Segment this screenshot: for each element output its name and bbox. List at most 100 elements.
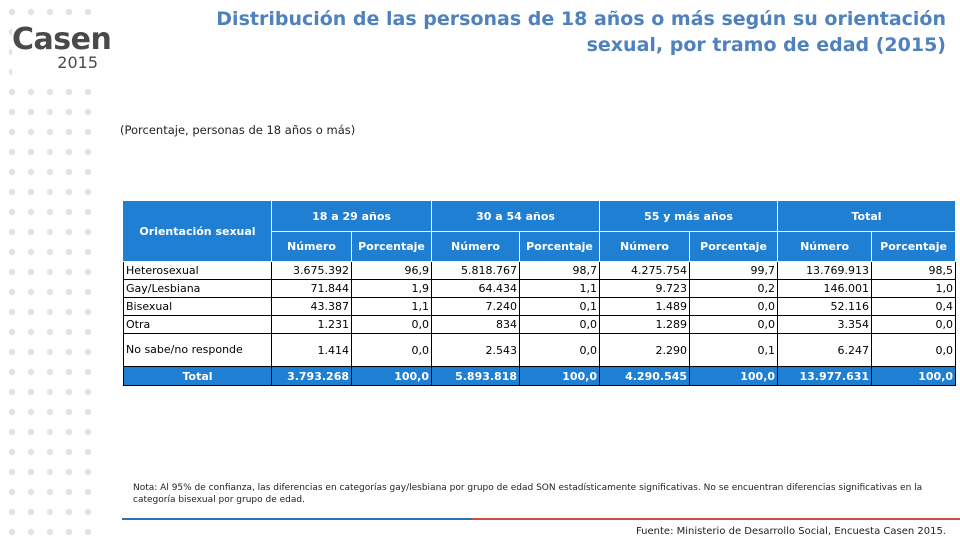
decor-dot bbox=[84, 148, 92, 156]
decor-dot bbox=[8, 308, 16, 316]
row-label: Bisexual bbox=[123, 297, 272, 316]
decor-dot bbox=[8, 348, 16, 356]
row-label: Gay/Lesbiana bbox=[123, 279, 272, 298]
table-cell: 98,5 bbox=[871, 261, 957, 280]
decor-dot bbox=[27, 468, 35, 476]
decor-dot bbox=[65, 8, 73, 16]
decor-dot bbox=[27, 8, 35, 16]
table-cell: 1,9 bbox=[350, 279, 433, 298]
total-cell: 13.977.631 bbox=[777, 366, 873, 386]
total-cell: 100,0 bbox=[871, 366, 957, 386]
subheader-numero: Número bbox=[431, 231, 521, 262]
group-header: Total bbox=[777, 200, 957, 232]
decor-dot bbox=[65, 468, 73, 476]
decor-dot bbox=[46, 348, 54, 356]
decor-dot bbox=[27, 368, 35, 376]
table-cell: 5.818.767 bbox=[431, 261, 521, 280]
row-header-orientation: Orientación sexual bbox=[123, 200, 272, 262]
decor-dot bbox=[46, 268, 54, 276]
total-cell: 100,0 bbox=[519, 366, 601, 386]
table-cell: 0,0 bbox=[350, 315, 433, 334]
decor-dot bbox=[8, 128, 16, 136]
table-total-row: Total 3.793.268 100,0 5.893.818 100,0 4.… bbox=[123, 366, 957, 386]
decor-dot bbox=[84, 448, 92, 456]
decor-dot bbox=[27, 328, 35, 336]
page-title: Distribución de las personas de 18 años … bbox=[216, 8, 946, 56]
decor-dot bbox=[46, 288, 54, 296]
table-cell: 2.290 bbox=[599, 333, 691, 367]
row-label: Heterosexual bbox=[123, 261, 272, 280]
decor-dot bbox=[8, 88, 16, 96]
table-cell: 6.247 bbox=[777, 333, 873, 367]
table-row: Gay/Lesbiana 71.844 1,9 64.434 1,1 9.723… bbox=[123, 279, 957, 298]
table-cell: 98,7 bbox=[519, 261, 601, 280]
decor-dot bbox=[8, 408, 16, 416]
group-header: 18 a 29 años bbox=[270, 200, 433, 232]
table-cell: 7.240 bbox=[431, 297, 521, 316]
subheader-porcentaje: Porcentaje bbox=[350, 231, 433, 262]
decor-dot bbox=[65, 308, 73, 316]
decor-dot bbox=[8, 288, 16, 296]
table-cell: 0,0 bbox=[689, 315, 779, 334]
decor-dot bbox=[65, 128, 73, 136]
table-cell: 0,1 bbox=[519, 297, 601, 316]
row-label: No sabe/no responde bbox=[123, 333, 272, 367]
decor-dot bbox=[84, 528, 92, 536]
decor-dot bbox=[46, 328, 54, 336]
decor-dot bbox=[27, 508, 35, 516]
decor-dot bbox=[8, 368, 16, 376]
decor-dot bbox=[84, 368, 92, 376]
decor-dot bbox=[65, 448, 73, 456]
subheader-porcentaje: Porcentaje bbox=[519, 231, 601, 262]
table-cell: 1,0 bbox=[871, 279, 957, 298]
decor-dot bbox=[8, 508, 16, 516]
decor-dot bbox=[27, 448, 35, 456]
decor-dot bbox=[8, 428, 16, 436]
decor-dot bbox=[46, 488, 54, 496]
total-cell: 5.893.818 bbox=[431, 366, 521, 386]
decor-dot bbox=[8, 108, 16, 116]
decor-dot bbox=[84, 468, 92, 476]
table-row: Bisexual 43.387 1,1 7.240 0,1 1.489 0,0 … bbox=[123, 297, 957, 316]
decor-dot bbox=[65, 108, 73, 116]
total-label: Total bbox=[123, 366, 272, 386]
table-cell: 1.414 bbox=[271, 333, 352, 367]
logo-year: 2015 bbox=[57, 53, 98, 72]
decor-dot bbox=[65, 88, 73, 96]
table-cell: 64.434 bbox=[431, 279, 521, 298]
logo-name: Casen bbox=[12, 22, 112, 57]
decor-dot bbox=[46, 128, 54, 136]
decor-dot bbox=[8, 168, 16, 176]
table-cell: 0,2 bbox=[689, 279, 779, 298]
total-cell: 3.793.268 bbox=[271, 366, 352, 386]
group-header: 55 y más años bbox=[599, 200, 779, 232]
decor-dot bbox=[46, 188, 54, 196]
table-cell: 0,1 bbox=[689, 333, 779, 367]
decor-dot bbox=[65, 528, 73, 536]
table-cell: 9.723 bbox=[599, 279, 691, 298]
decor-dot bbox=[46, 368, 54, 376]
decor-dot bbox=[84, 108, 92, 116]
decor-dot bbox=[8, 328, 16, 336]
table-cell: 0,0 bbox=[519, 315, 601, 334]
table-subtitle: (Porcentaje, personas de 18 años o más) bbox=[120, 123, 356, 137]
decor-dot bbox=[27, 148, 35, 156]
decor-dot bbox=[46, 388, 54, 396]
subheader-porcentaje: Porcentaje bbox=[871, 231, 957, 262]
decor-dot bbox=[84, 288, 92, 296]
decor-dot bbox=[8, 148, 16, 156]
decor-dot bbox=[46, 8, 54, 16]
decor-dot bbox=[84, 168, 92, 176]
decor-dot bbox=[8, 468, 16, 476]
decor-dot bbox=[84, 248, 92, 256]
decor-dot bbox=[65, 228, 73, 236]
decor-dot bbox=[8, 188, 16, 196]
decor-dot bbox=[8, 208, 16, 216]
decor-dot bbox=[84, 348, 92, 356]
table-cell: 1.489 bbox=[599, 297, 691, 316]
decor-dot bbox=[84, 208, 92, 216]
decor-dot bbox=[84, 328, 92, 336]
decor-dot bbox=[46, 428, 54, 436]
subheader-numero: Número bbox=[599, 231, 691, 262]
decor-dot bbox=[8, 388, 16, 396]
